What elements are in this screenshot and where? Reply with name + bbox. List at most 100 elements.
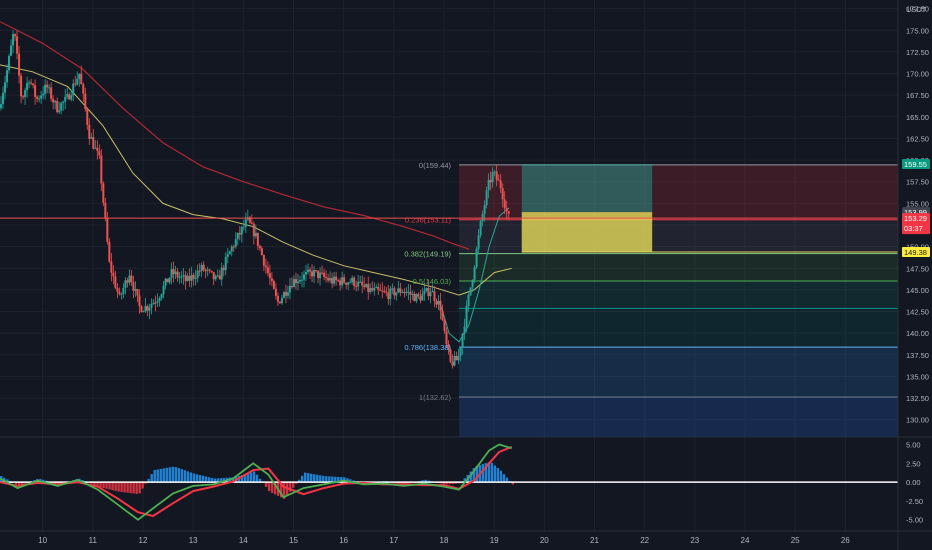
osc-histogram-bar — [349, 479, 352, 483]
candle-body — [475, 248, 478, 268]
candle-body — [347, 282, 350, 285]
oscillator-pane — [0, 443, 898, 521]
osc-histogram-bar — [270, 482, 274, 493]
candle-body — [429, 292, 432, 297]
osc-histogram-bar — [288, 482, 292, 492]
candle-body — [112, 272, 115, 277]
osc-histogram-bar — [153, 469, 156, 483]
candle-body — [286, 292, 289, 296]
osc-tick-label: 0.00 — [906, 478, 921, 487]
ma-mid-line — [0, 64, 512, 296]
candle-body — [134, 289, 137, 291]
candle-body — [343, 277, 346, 283]
candle-body — [118, 291, 121, 294]
candle-body — [301, 279, 304, 281]
candle-body — [377, 287, 380, 290]
osc-histogram-bar — [216, 478, 220, 483]
candle-body — [258, 245, 261, 249]
candle-body — [142, 311, 145, 313]
time-tick-label: 25 — [791, 536, 800, 545]
candle-body — [262, 255, 265, 266]
candle-body — [210, 270, 213, 273]
price-label-bg — [902, 158, 930, 169]
candle-body — [345, 282, 348, 285]
osc-histogram-bar — [102, 482, 105, 489]
candle-body — [282, 292, 285, 298]
osc-tick-label: -5.00 — [906, 516, 923, 525]
candle-body — [425, 287, 428, 291]
position-box — [521, 163, 898, 253]
candle-body — [4, 82, 7, 93]
osc-histogram-bar — [352, 480, 355, 483]
candle-body — [128, 275, 131, 283]
osc-histogram-bar — [448, 482, 451, 485]
candle-body — [2, 92, 5, 105]
price-tick-label: 147.50 — [906, 264, 929, 273]
ma-fast-line — [441, 207, 510, 343]
candle-body — [36, 96, 39, 99]
candle-body — [126, 280, 129, 283]
candle-body — [479, 221, 482, 236]
osc-histogram-bar — [442, 482, 445, 485]
osc-histogram-bar — [222, 477, 226, 483]
candle-body — [58, 110, 61, 113]
candle-body — [477, 235, 480, 249]
price-tick-label: 162.50 — [906, 134, 929, 143]
osc-histogram-bar — [319, 475, 322, 483]
osc-histogram-bar — [57, 482, 60, 485]
osc-histogram-bar — [252, 471, 256, 483]
candle-body — [411, 293, 414, 295]
candle-body — [166, 278, 169, 283]
osc-histogram-bar — [481, 464, 485, 483]
osc-histogram-bar — [15, 482, 18, 485]
osc-histogram-bar — [246, 473, 250, 483]
price-tick-label: 165.00 — [906, 113, 929, 122]
osc-histogram-bar — [424, 479, 427, 483]
candle-body — [379, 289, 382, 291]
candle-body — [164, 278, 167, 286]
time-axis[interactable]: 10 11 12 13 14 15 16 17 18 19 20 21 22 23 24 25 26 — [38, 536, 850, 545]
osc-histogram-bar — [310, 473, 313, 483]
osc-histogram-bar — [21, 482, 24, 485]
candle-body — [10, 45, 13, 56]
candle-body — [467, 295, 470, 307]
osc-histogram-bar — [141, 482, 144, 489]
candle-body — [180, 276, 183, 278]
osc-histogram-bar — [195, 474, 199, 483]
fibonacci-zones — [459, 164, 898, 437]
candle-body — [100, 155, 103, 184]
osc-histogram-bar — [294, 482, 298, 484]
fibonacci-labels: 0(159.44) 0.236(153.11) 0.382(149.19) 0.5(1… — [404, 161, 451, 402]
candle-body — [270, 278, 273, 281]
candle-body — [122, 287, 125, 294]
time-tick-label: 11 — [89, 536, 98, 545]
candle-body — [68, 94, 71, 100]
candle-body — [463, 326, 466, 334]
candle-body — [367, 283, 370, 292]
fib-level-label: 1(132.62) — [419, 393, 452, 402]
osc-histogram-bar — [156, 469, 159, 483]
candle-body — [18, 53, 21, 76]
candle-body — [327, 278, 330, 281]
candle-body — [146, 306, 149, 311]
candle-body — [70, 95, 73, 100]
candle-body — [341, 277, 344, 286]
candle-body — [383, 290, 386, 292]
osc-histogram-bar — [258, 478, 262, 483]
candle-body — [222, 267, 225, 271]
candle-body — [435, 300, 438, 305]
candle-body — [445, 330, 448, 345]
candle-body — [46, 84, 49, 88]
candle-body — [250, 222, 253, 224]
candle-body — [162, 285, 165, 295]
candle-body — [315, 269, 318, 271]
price-tick-label: 145.00 — [906, 286, 929, 295]
price-axis-label: 159.55 — [902, 158, 930, 169]
osc-histogram-bar — [307, 473, 310, 483]
osc-histogram-bar — [219, 478, 223, 483]
osc-histogram-bar — [282, 482, 286, 499]
candle-body — [497, 179, 500, 181]
time-tick-label: 10 — [38, 536, 47, 545]
candle-body — [218, 275, 221, 280]
